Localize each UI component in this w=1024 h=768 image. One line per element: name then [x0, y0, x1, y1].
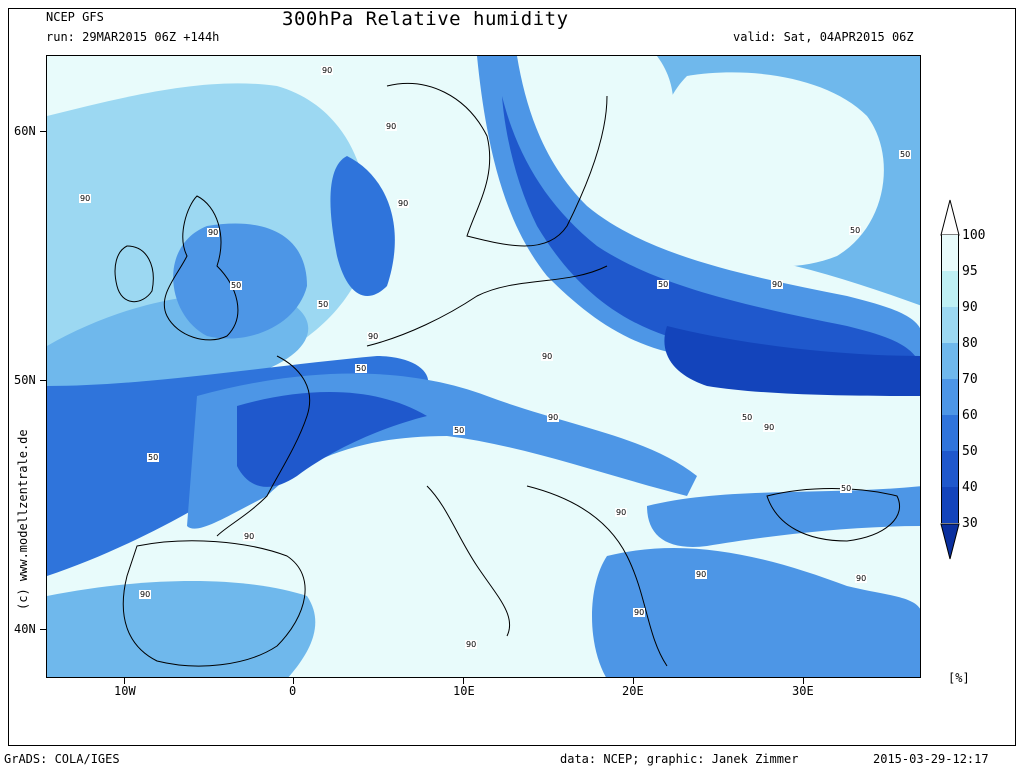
- chart-title: 300hPa Relative humidity: [282, 8, 569, 30]
- lat-label-40n: 40N: [14, 622, 36, 636]
- lon-tick: [463, 678, 464, 684]
- humidity-band-mediterranean-south: [47, 581, 316, 677]
- lon-tick: [803, 678, 804, 684]
- contour-label: 90: [633, 608, 646, 617]
- contour-label: 50: [741, 413, 754, 422]
- contour-label: 50: [453, 426, 466, 435]
- contour-label: 50: [147, 453, 160, 462]
- lat-tick: [40, 380, 46, 381]
- contour-label: 50: [230, 281, 243, 290]
- lon-tick: [633, 678, 634, 684]
- lat-label-60n: 60N: [14, 124, 36, 138]
- contour-label: 90: [385, 122, 398, 131]
- colorbar-segment: [941, 343, 959, 379]
- colorbar-segment: [941, 487, 959, 523]
- colorbar-label: 100: [962, 228, 986, 243]
- lat-label-50n: 50N: [14, 373, 36, 387]
- colorbar-unit: [%]: [948, 671, 970, 685]
- contour-label: 50: [849, 226, 862, 235]
- contour-label: 90: [541, 352, 554, 361]
- humidity-band-black-sea: [647, 486, 920, 547]
- colorbar-label: 60: [962, 408, 978, 423]
- contour-label: 90: [547, 413, 560, 422]
- coastline-british-isles: [163, 195, 239, 341]
- lon-label-0: 0: [289, 684, 297, 698]
- colorbar-label: 50: [962, 444, 978, 459]
- humidity-band-baltic-jet: [477, 56, 920, 396]
- coastline-north-europe: [366, 265, 608, 347]
- lon-tick: [124, 678, 125, 684]
- contour-label: 90: [243, 532, 256, 541]
- contour-label: 90: [615, 508, 628, 517]
- contour-label: 90: [207, 228, 220, 237]
- humidity-field: [47, 56, 920, 677]
- valid-time: valid: Sat, 04APR2015 06Z: [733, 30, 914, 44]
- contour-label: 50: [657, 280, 670, 289]
- coastline-iberia: [122, 540, 306, 667]
- colorbar-top-arrow: [940, 199, 960, 236]
- website-credit: (c) www.modellzentrale.de: [16, 429, 30, 610]
- colorbar-label: 90: [962, 300, 978, 315]
- colorbar-segment: [941, 271, 959, 307]
- lon-label-10w: 10W: [114, 684, 136, 698]
- run-info: run: 29MAR2015 06Z +144h: [46, 30, 220, 44]
- lat-tick: [40, 131, 46, 132]
- contour-label: 90: [397, 199, 410, 208]
- lon-label-20e: 20E: [622, 684, 644, 698]
- contour-label: 90: [763, 423, 776, 432]
- contour-label: 90: [695, 570, 708, 579]
- colorbar-label: 80: [962, 336, 978, 351]
- contour-label: 90: [139, 590, 152, 599]
- lon-label-30e: 30E: [792, 684, 814, 698]
- contour-label: 90: [321, 66, 334, 75]
- colorbar-segment: [941, 451, 959, 487]
- contour-label: 50: [899, 150, 912, 159]
- contour-label: 50: [317, 300, 330, 309]
- coastline-france: [216, 355, 311, 537]
- humidity-band-baltic-moist: [657, 72, 884, 267]
- colorbar-segment: [941, 415, 959, 451]
- grads-credit: GrADS: COLA/IGES: [4, 752, 120, 766]
- coastline-italy: [426, 485, 511, 637]
- coastline-black-sea: [766, 488, 900, 542]
- colorbar-label: 95: [962, 264, 978, 279]
- colorbar-segment: [941, 235, 959, 271]
- colorbar-bottom-arrow: [940, 523, 960, 560]
- colorbar-label: 70: [962, 372, 978, 387]
- colorbar-segment: [941, 379, 959, 415]
- contour-label: 90: [855, 574, 868, 583]
- figure-frame: [8, 8, 1016, 746]
- contour-label: 90: [367, 332, 380, 341]
- map-panel: 90 90 90 90 90 50 50 90 50 50 50 90 50 9…: [46, 55, 921, 678]
- contour-label: 90: [465, 640, 478, 649]
- lat-tick: [40, 629, 46, 630]
- colorbar-label: 30: [962, 516, 978, 531]
- humidity-band-baltic-core: [502, 96, 920, 376]
- coastline-ireland: [114, 245, 154, 303]
- timestamp: 2015-03-29-12:17: [873, 752, 989, 766]
- humidity-band-east-europe: [664, 326, 920, 396]
- humidity-band-mediterranean-east: [592, 548, 920, 677]
- colorbar-segment: [941, 307, 959, 343]
- humidity-band-france-core: [237, 392, 427, 487]
- lon-label-10e: 10E: [453, 684, 475, 698]
- contour-label: 90: [771, 280, 784, 289]
- contour-label: 90: [79, 194, 92, 203]
- coastline-balkans: [526, 485, 668, 667]
- contour-label: 50: [840, 484, 853, 493]
- contour-label: 50: [355, 364, 368, 373]
- lon-tick: [293, 678, 294, 684]
- coastline-scandinavia: [386, 82, 608, 247]
- colorbar-label: 40: [962, 480, 978, 495]
- model-name: NCEP GFS: [46, 10, 104, 24]
- data-credit: data: NCEP; graphic: Janek Zimmer: [560, 752, 799, 766]
- humidity-band-north-sea: [330, 156, 395, 296]
